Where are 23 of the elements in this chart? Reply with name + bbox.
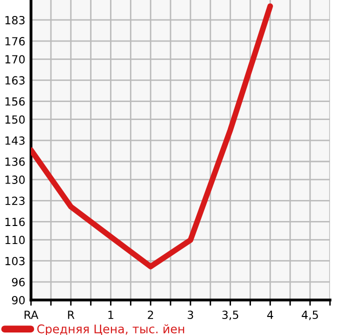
x-tick-label: 3 xyxy=(188,310,194,320)
y-tick-label: 170 xyxy=(5,55,25,64)
y-tick-label: 183 xyxy=(5,16,25,24)
y-tick-label: 96 xyxy=(12,278,25,286)
y-tick-label: 156 xyxy=(5,97,25,106)
y-tick-label: 130 xyxy=(5,176,25,184)
y-tick-label: 110 xyxy=(5,236,25,244)
y-tick-label: 176 xyxy=(5,37,25,46)
y-tick-label: 116 xyxy=(5,218,25,226)
x-tick-label: 4,5 xyxy=(302,310,318,320)
x-tick-label: 2 xyxy=(148,310,154,319)
x-tick-label: 3,5 xyxy=(222,310,238,320)
y-tick-label: 150 xyxy=(5,115,25,124)
y-tick-label: 103 xyxy=(5,256,25,266)
x-tick-label: 1 xyxy=(108,310,114,319)
y-tick-label: 136 xyxy=(5,157,25,166)
y-tick-label: 90 xyxy=(12,296,25,304)
y-tick-label: 123 xyxy=(5,196,25,206)
y-tick-label: 143 xyxy=(5,136,25,145)
x-tick-label: 4 xyxy=(267,310,274,319)
x-tick-label: R xyxy=(68,310,74,319)
x-tick-label: RA xyxy=(24,310,38,319)
y-tick-label: 163 xyxy=(5,76,25,85)
